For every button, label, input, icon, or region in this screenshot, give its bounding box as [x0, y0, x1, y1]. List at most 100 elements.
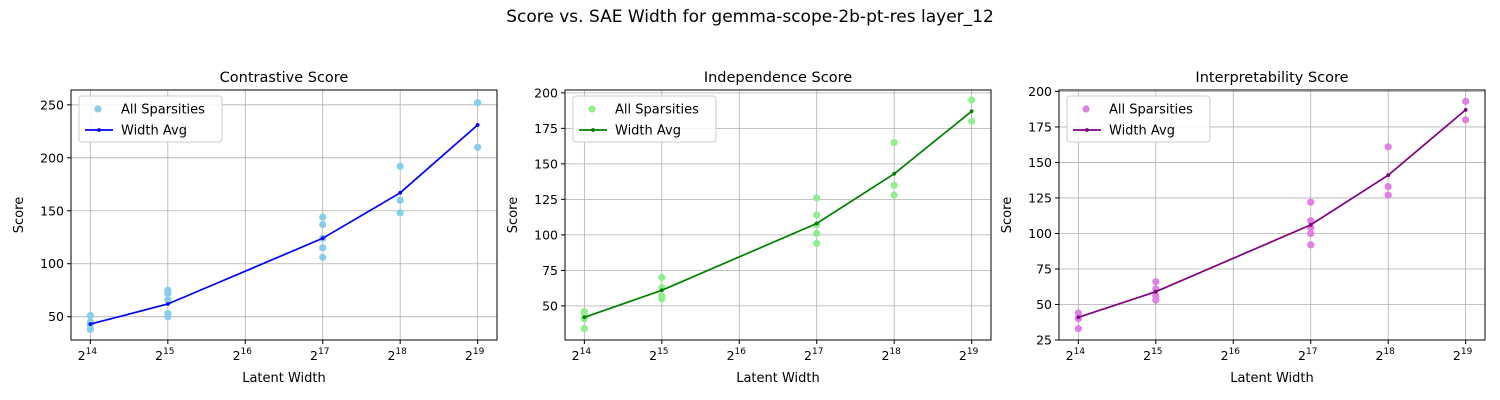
x-tick-label: 214: [78, 347, 98, 363]
scatter-point: [1307, 229, 1315, 238]
axes-frame: [1058, 89, 1486, 341]
avg-point: [892, 171, 897, 176]
scatter-point: [1152, 292, 1160, 300]
x-tick-label: 217: [804, 347, 823, 363]
scatter-point: [474, 99, 482, 107]
avg-point: [1386, 173, 1391, 178]
avg-point: [88, 322, 93, 327]
panel-title: Interpretability Score: [1195, 70, 1348, 86]
x-tick-label: 215: [155, 347, 174, 363]
y-tick-label: 200: [1028, 84, 1052, 99]
panel-title: Contrastive Score: [220, 70, 349, 86]
avg-point: [165, 302, 170, 306]
scatter-point: [813, 239, 821, 248]
scatter-point: [164, 309, 172, 318]
scatter-point: [1074, 309, 1082, 317]
scatter-point: [319, 213, 327, 221]
y-axis-label: Score: [12, 197, 27, 233]
x-axis-label: Latent Width: [1230, 371, 1314, 386]
scatter-point: [1384, 143, 1392, 151]
x-tick-label: 215: [649, 347, 668, 363]
scatter-point: [890, 138, 898, 147]
y-axis-label: Score: [1000, 197, 1015, 233]
y-tick-label: 100: [1028, 226, 1052, 241]
scatter-point: [396, 209, 404, 217]
scatter-point: [813, 194, 821, 202]
y-tick-label: 150: [534, 156, 558, 171]
chart-panel-3: 214 215 216 217 218 219 25 50 75 100 125 150 175 200 I…: [1000, 70, 1486, 386]
avg-point: [582, 315, 587, 320]
x-tick-label: 214: [572, 347, 592, 363]
avg-point: [1308, 223, 1313, 227]
scatter-point: [890, 191, 898, 199]
x-tick-label: 214: [1066, 347, 1086, 363]
y-tick-label: 100: [40, 256, 64, 271]
legend-label-line: Width Avg: [1109, 124, 1175, 139]
y-tick-label: 250: [40, 97, 64, 112]
y-tick-label: 175: [534, 121, 558, 136]
scatter-point: [1074, 325, 1082, 333]
x-axis-label: Latent Width: [242, 371, 326, 386]
avg-point: [320, 236, 325, 241]
avg-line: [90, 124, 479, 325]
scatter-point: [396, 196, 404, 204]
legend-box: [1066, 95, 1211, 143]
x-tick-label: 218: [387, 347, 407, 363]
figure-title: Score vs. SAE Width for gemma-scope-2b-p…: [506, 7, 994, 27]
legend-label-scatter: All Sparsities: [615, 103, 699, 118]
scatter-point: [1307, 217, 1315, 225]
x-tick-label: 217: [310, 347, 329, 363]
legend-line-marker: [97, 128, 101, 132]
scatter-point: [396, 162, 404, 170]
x-tick-label: 216: [1221, 347, 1241, 363]
y-tick-label: 25: [1036, 333, 1052, 348]
scatter-point: [164, 296, 172, 304]
avg-point: [1463, 107, 1468, 112]
scatter-point: [968, 96, 976, 104]
scatter-point: [1152, 278, 1160, 286]
x-axis-label: Latent Width: [736, 371, 820, 386]
chart-panel-1: 214 215 216 217 218 219 50 100 150 200 250 Contrast…: [12, 70, 498, 386]
scatter-point: [890, 181, 898, 189]
chart-panels: 214 215 216 217 218 219 50 100 150 200 250 Contrast…: [12, 70, 1486, 386]
scatter-point: [319, 253, 327, 261]
avg-point: [969, 109, 974, 114]
avg-point: [659, 288, 664, 293]
scatter-point: [1384, 191, 1392, 199]
y-tick-label: 50: [1036, 297, 1052, 312]
scatter-point: [813, 211, 821, 219]
avg-point: [814, 221, 819, 226]
legend-label-line: Width Avg: [615, 124, 681, 139]
x-tick-label: 218: [881, 347, 901, 363]
scatter-point: [1307, 198, 1315, 206]
legend-box: [78, 95, 223, 143]
y-tick-label: 75: [1036, 261, 1052, 276]
y-axis-label: Score: [506, 197, 521, 233]
scatter-point: [319, 244, 327, 252]
scatter-point: [580, 325, 588, 333]
legend-scatter-marker: [94, 105, 102, 113]
x-tick-label: 216: [727, 347, 747, 363]
x-tick-label: 219: [959, 347, 979, 363]
x-tick-label: 219: [1453, 347, 1473, 363]
legend-label-scatter: All Sparsities: [1109, 103, 1193, 118]
legend-scatter-marker: [1082, 105, 1090, 113]
chart-panel-2: 214 215 216 217 218 219 50 75 100 125 150 175 200 Ind…: [506, 70, 992, 386]
scatter-point: [813, 229, 821, 238]
panel-title: Independence Score: [704, 70, 852, 86]
scatter-point: [1462, 116, 1470, 124]
scatter-point: [474, 143, 482, 151]
scatter-point: [319, 220, 327, 229]
x-tick-label: 219: [465, 347, 485, 363]
y-tick-label: 200: [40, 150, 64, 165]
y-tick-label: 50: [48, 309, 64, 324]
scatter-point: [968, 117, 976, 125]
legend-label-scatter: All Sparsities: [121, 103, 205, 118]
scatter-point: [164, 286, 172, 294]
y-tick-label: 125: [534, 192, 558, 207]
avg-point: [1076, 315, 1081, 320]
scatter-point: [86, 312, 94, 320]
x-tick-label: 216: [233, 347, 253, 363]
y-tick-label: 200: [534, 85, 558, 100]
